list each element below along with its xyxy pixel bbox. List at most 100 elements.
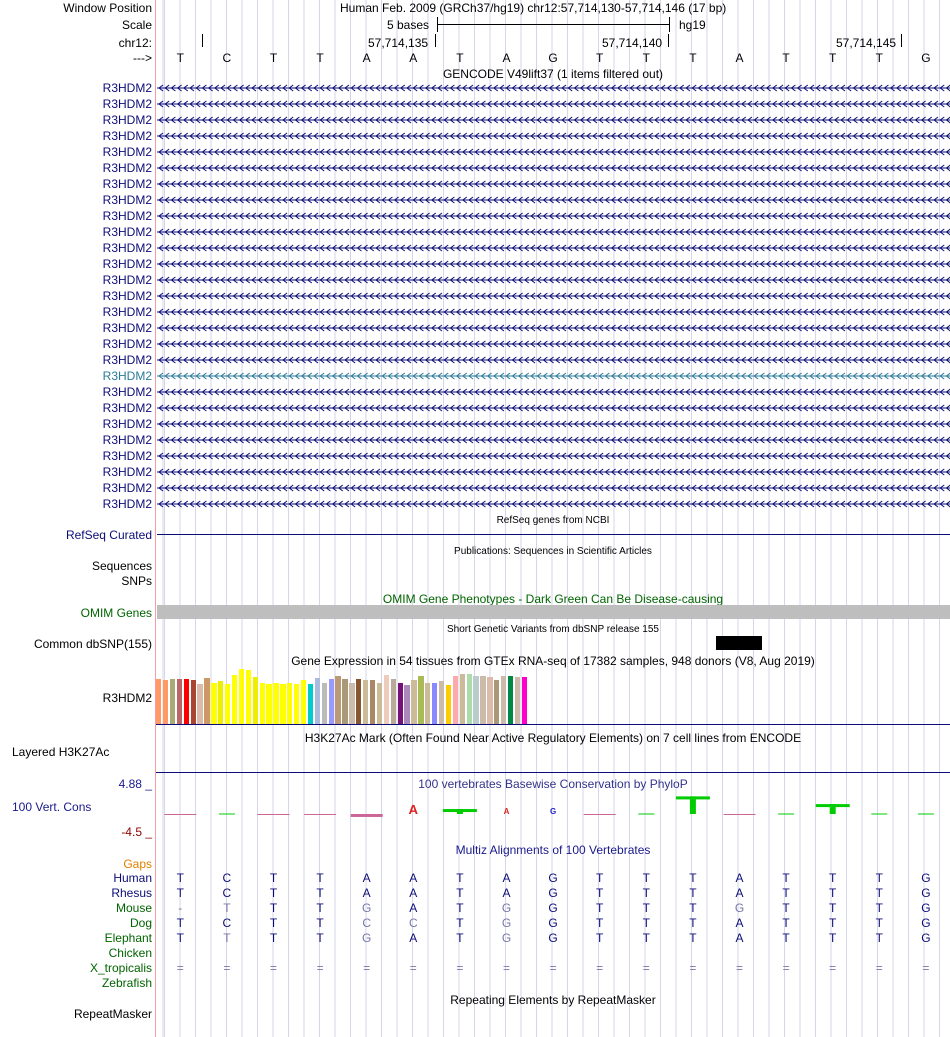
multiz-species-label[interactable]: Zebrafish (101, 976, 152, 990)
gencode-transcript[interactable] (157, 97, 950, 111)
gencode-gene-label[interactable]: R3HDM2 (102, 449, 152, 463)
gaps-label[interactable]: Gaps (123, 857, 152, 871)
gtex-tissue-bar[interactable] (183, 679, 189, 724)
gtex-tissue-bar[interactable] (404, 684, 410, 724)
gtex-tissue-bar[interactable] (459, 673, 465, 724)
gtex-tissue-bar[interactable] (156, 679, 162, 724)
multiz-species-label[interactable]: Chicken (108, 946, 152, 960)
gtex-tissue-bar[interactable] (349, 682, 355, 724)
gencode-gene-label[interactable]: R3HDM2 (102, 305, 152, 319)
gtex-tissue-bar[interactable] (425, 682, 431, 724)
gencode-gene-label[interactable]: R3HDM2 (102, 97, 152, 111)
gencode-transcript[interactable] (157, 225, 950, 239)
snps-label[interactable]: SNPs (121, 574, 152, 588)
gencode-transcript[interactable] (157, 129, 950, 143)
gtex-tissue-bar[interactable] (363, 680, 369, 724)
omim-feature[interactable] (157, 605, 950, 619)
gencode-transcript[interactable] (157, 385, 950, 399)
gtex-tissue-bar[interactable] (356, 679, 362, 724)
gtex-tissue-bar[interactable] (245, 670, 252, 724)
gtex-tissue-bar[interactable] (501, 675, 507, 724)
multiz-species-label[interactable]: Elephant (104, 931, 152, 945)
repeatmasker-label[interactable]: RepeatMasker (73, 1007, 152, 1021)
gencode-gene-label[interactable]: R3HDM2 (102, 273, 152, 287)
gtex-tissue-bar[interactable] (397, 682, 403, 724)
gencode-gene-label[interactable]: R3HDM2 (102, 465, 152, 479)
gencode-transcript[interactable] (157, 81, 950, 95)
gtex-tissue-bar[interactable] (376, 682, 383, 724)
multiz-species-label[interactable]: Human (113, 871, 152, 885)
gencode-gene-label[interactable]: R3HDM2 (102, 401, 152, 415)
gencode-gene-label[interactable]: R3HDM2 (102, 161, 152, 175)
gtex-tissue-bar[interactable] (231, 674, 238, 724)
gencode-transcript[interactable] (157, 177, 950, 191)
gencode-gene-label[interactable]: R3HDM2 (102, 337, 152, 351)
gencode-gene-label[interactable]: R3HDM2 (102, 177, 152, 191)
multiz-species-label[interactable]: Rhesus (111, 886, 152, 900)
gtex-tissue-bar[interactable] (466, 673, 472, 724)
gtex-tissue-bar[interactable] (225, 683, 231, 724)
gencode-transcript[interactable] (157, 305, 950, 319)
gtex-tissue-bar[interactable] (190, 680, 196, 724)
gencode-transcript[interactable] (157, 321, 950, 335)
gencode-gene-label[interactable]: R3HDM2 (102, 209, 152, 223)
gencode-transcript[interactable] (157, 113, 950, 127)
gtex-tissue-bar[interactable] (418, 675, 424, 724)
gencode-gene-label[interactable]: R3HDM2 (102, 289, 152, 303)
gtex-tissue-bar[interactable] (238, 669, 245, 724)
omim-label[interactable]: OMIM Genes (80, 606, 152, 620)
gtex-tissue-bar[interactable] (307, 683, 314, 724)
gtex-tissue-bar[interactable] (369, 680, 376, 724)
gencode-transcript[interactable] (157, 401, 950, 415)
gencode-gene-label[interactable]: R3HDM2 (102, 257, 152, 271)
gencode-transcript[interactable] (157, 353, 950, 367)
gtex-tissue-bar[interactable] (287, 682, 293, 724)
gtex-tissue-bar[interactable] (218, 681, 224, 724)
gencode-gene-label[interactable]: R3HDM2 (102, 225, 152, 239)
gencode-transcript[interactable] (157, 257, 950, 271)
gencode-transcript[interactable] (157, 193, 950, 207)
gencode-gene-label[interactable]: R3HDM2 (102, 113, 152, 127)
gencode-transcript[interactable] (157, 481, 950, 495)
multiz-species-label[interactable]: Mouse (115, 901, 152, 915)
gencode-transcript[interactable] (157, 465, 950, 479)
gencode-gene-label[interactable]: R3HDM2 (102, 321, 152, 335)
refseq-feature[interactable] (157, 534, 950, 535)
gtex-tissue-bar[interactable] (252, 676, 258, 724)
gencode-transcript[interactable] (157, 433, 950, 447)
gencode-transcript[interactable] (157, 369, 950, 383)
gencode-transcript[interactable] (157, 273, 950, 287)
gtex-barchart[interactable] (156, 668, 536, 724)
gencode-transcript[interactable] (157, 289, 950, 303)
gencode-gene-label[interactable]: R3HDM2 (102, 145, 152, 159)
phylop-label[interactable]: 100 Vert. Cons (12, 800, 92, 814)
gencode-gene-label[interactable]: R3HDM2 (102, 369, 152, 383)
gtex-tissue-bar[interactable] (328, 679, 334, 724)
gencode-transcript[interactable] (157, 497, 950, 511)
gtex-tissue-bar[interactable] (432, 682, 438, 724)
gencode-gene-label[interactable]: R3HDM2 (102, 417, 152, 431)
gtex-tissue-bar[interactable] (473, 675, 479, 724)
gtex-tissue-bar[interactable] (300, 680, 307, 724)
multiz-species-label[interactable]: Dog (129, 916, 152, 930)
gtex-tissue-bar[interactable] (211, 682, 217, 724)
gencode-transcript[interactable] (157, 337, 950, 351)
gtex-tissue-bar[interactable] (259, 682, 265, 724)
gtex-tissue-bar[interactable] (280, 683, 286, 724)
gencode-gene-label[interactable]: R3HDM2 (102, 241, 152, 255)
gtex-tissue-bar[interactable] (521, 676, 528, 724)
gtex-tissue-bar[interactable] (294, 683, 300, 724)
gencode-gene-label[interactable]: R3HDM2 (102, 497, 152, 511)
gtex-tissue-bar[interactable] (169, 679, 176, 724)
dbsnp-label[interactable]: Common dbSNP(155) (33, 637, 152, 651)
gencode-gene-label[interactable]: R3HDM2 (102, 433, 152, 447)
gtex-tissue-bar[interactable] (445, 684, 452, 724)
gencode-transcript[interactable] (157, 209, 950, 223)
gencode-gene-label[interactable]: R3HDM2 (102, 353, 152, 367)
gencode-gene-label[interactable]: R3HDM2 (102, 193, 152, 207)
gtex-tissue-bar[interactable] (197, 683, 203, 724)
gtex-tissue-bar[interactable] (273, 682, 279, 724)
h3k27ac-label[interactable]: Layered H3K27Ac (12, 745, 110, 759)
gencode-transcript[interactable] (157, 417, 950, 431)
